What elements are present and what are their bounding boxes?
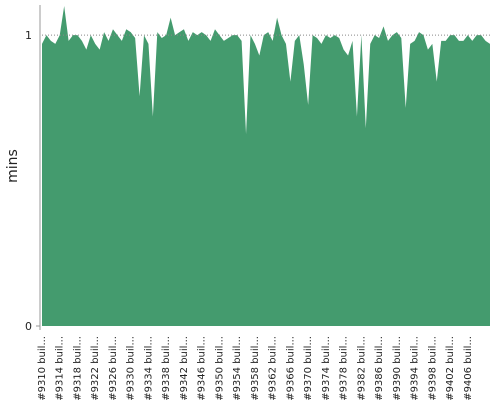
x-tick-label: #9354 buil... [232, 336, 243, 400]
x-tick-label: #9402 buil... [445, 336, 456, 400]
x-tick-label: #9382 buil... [356, 336, 367, 400]
x-tick-label: #9370 buil... [303, 336, 314, 400]
x-tick-label: #9406 buil... [463, 336, 474, 400]
x-tick-label: #9322 buil... [90, 336, 101, 400]
y-tick-label: 1 [25, 29, 32, 42]
x-tick-label: #9366 buil... [285, 336, 296, 400]
x-tick-label: #9358 buil... [250, 336, 261, 400]
x-tick-label: #9346 buil... [197, 336, 208, 400]
x-tick-label: #9310 buil... [37, 336, 48, 400]
x-tick-label: #9378 buil... [339, 336, 350, 400]
y-tick-label: 0 [25, 320, 32, 333]
x-tick-label: #9374 buil... [321, 336, 332, 400]
x-tick-label: #9394 buil... [410, 336, 421, 400]
x-tick-label: #9362 buil... [268, 336, 279, 400]
y-axis-label: mins [5, 149, 21, 183]
x-tick-label: #9342 buil... [179, 336, 190, 400]
x-tick-label: #9334 buil... [143, 336, 154, 400]
x-tick-label: #9386 buil... [374, 336, 385, 400]
x-tick-label: #9390 buil... [392, 336, 403, 400]
x-tick-label: #9338 buil... [161, 336, 172, 400]
x-tick-label: #9350 buil... [214, 336, 225, 400]
x-tick-label: #9314 buil... [55, 336, 66, 400]
area [42, 6, 490, 326]
x-tick-label: #9318 buil... [72, 336, 83, 400]
x-tick-label: #9326 buil... [108, 336, 119, 400]
x-tick-label: #9330 buil... [126, 336, 137, 400]
x-tick-label: #9398 buil... [427, 336, 438, 400]
